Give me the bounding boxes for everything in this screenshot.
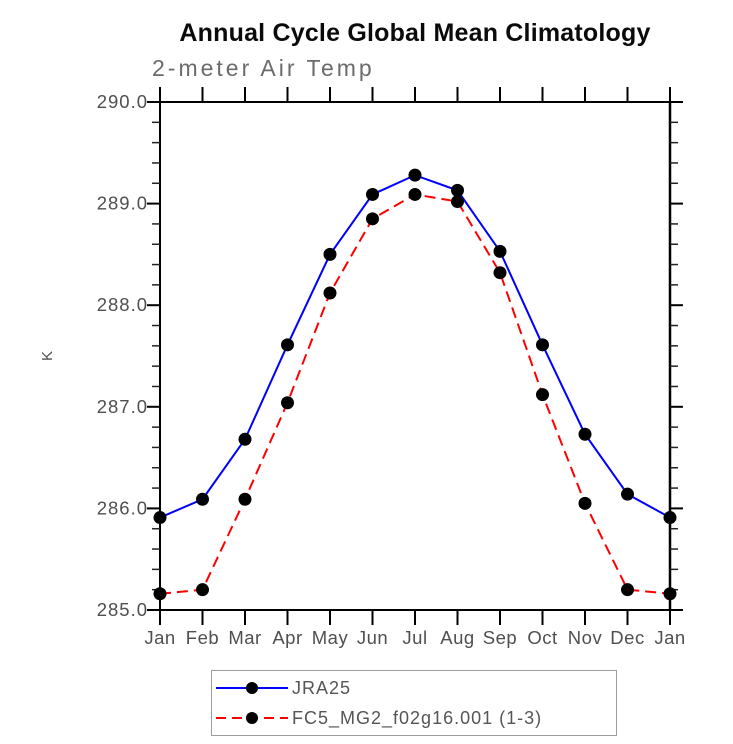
svg-text:Dec: Dec [610,627,644,648]
svg-text:287.0: 287.0 [97,396,148,417]
svg-text:286.0: 286.0 [97,497,148,518]
svg-text:Sep: Sep [483,627,517,648]
svg-text:Feb: Feb [186,627,219,648]
svg-text:K: K [39,351,56,361]
legend-label-fc5: FC5_MG2_f02g16.001 (1-3) [292,707,543,728]
series-jra25 [153,168,677,525]
svg-text:Jul: Jul [402,627,427,648]
legend-row-fc5: FC5_MG2_f02g16.001 (1-3) [212,703,616,733]
svg-text:Jan: Jan [144,627,175,648]
series-fc5 [153,187,677,601]
chart-subtitle: 2-meter Air Temp [152,55,375,81]
legend-sample-solid-blue-line [216,682,288,694]
chart-legend: JRA25 FC5_MG2_f02g16.001 (1-3) [211,670,617,736]
svg-text:290.0: 290.0 [97,91,148,112]
svg-text:Oct: Oct [527,627,557,648]
chart-title: Annual Cycle Global Mean Climatology [179,19,651,47]
svg-text:Jun: Jun [357,627,388,648]
svg-text:Apr: Apr [272,627,302,648]
legend-marker-dot [246,682,258,694]
legend-label-jra25: JRA25 [292,677,352,698]
svg-text:285.0: 285.0 [97,599,148,620]
svg-text:Aug: Aug [440,627,474,648]
legend-row-jra25: JRA25 [212,673,616,703]
svg-text:Mar: Mar [228,627,261,648]
svg-text:May: May [312,627,349,648]
svg-text:289.0: 289.0 [97,193,148,214]
y-axis-ticks-and-labels: 285.0 286.0 287.0 288.0 289.0 290.0 [97,91,683,620]
legend-marker-dot [246,712,258,724]
svg-text:Jan: Jan [654,627,685,648]
legend-sample-dashed-red-line [216,712,288,724]
svg-text:288.0: 288.0 [97,294,148,315]
svg-text:Nov: Nov [568,627,603,648]
x-axis-ticks-and-labels: Jan Feb Mar Apr May Jun Jul Aug Sep Oct Nov Dec Jan [144,87,685,648]
y-axis-label: K [39,351,56,361]
